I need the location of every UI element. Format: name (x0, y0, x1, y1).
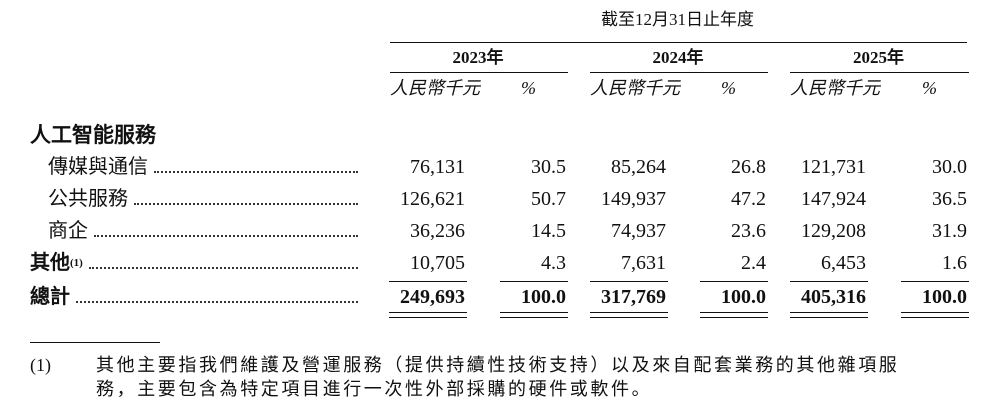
rule (790, 317, 868, 318)
rule (901, 281, 969, 282)
leader (154, 171, 358, 173)
unit-header: 人民幣千元 (390, 78, 480, 98)
rule (590, 312, 668, 313)
period-header: 截至12月31日止年度 (601, 10, 754, 29)
rule (390, 42, 967, 43)
rule (389, 281, 467, 282)
cell: 2.4 (741, 252, 766, 274)
cell: 47.2 (731, 188, 766, 210)
leader (134, 203, 358, 205)
rule (590, 317, 668, 318)
cell: 74,937 (611, 220, 666, 242)
leader (76, 301, 358, 303)
unit-header: 人民幣千元 (590, 78, 680, 98)
cell: 10,705 (410, 252, 465, 274)
rule (500, 317, 568, 318)
rule (700, 312, 768, 313)
cell: 129,208 (801, 220, 866, 242)
unit-header: % (721, 78, 736, 98)
label-text: 總計 (30, 286, 70, 308)
cell: 85,264 (611, 156, 666, 178)
rule (790, 312, 868, 313)
unit-header: % (922, 78, 937, 98)
total-cell: 249,693 (400, 286, 465, 308)
cell: 76,131 (410, 156, 465, 178)
leader (88, 267, 358, 269)
row-label: 傳媒與通信 (48, 155, 358, 179)
rule (901, 312, 969, 313)
rule (390, 72, 568, 73)
cell: 31.9 (932, 220, 967, 242)
cell: 126,621 (400, 188, 465, 210)
rule (389, 317, 467, 318)
cell: 147,924 (801, 188, 866, 210)
cell: 50.7 (531, 188, 566, 210)
year-header: 2023年 (452, 48, 504, 67)
cell: 36.5 (932, 188, 967, 210)
total-cell: 405,316 (801, 286, 866, 308)
cell: 1.6 (942, 252, 967, 274)
cell: 36,236 (410, 220, 465, 242)
label-text: 傳媒與通信 (48, 156, 148, 178)
total-cell: 100.0 (922, 286, 967, 308)
total-cell: 100.0 (521, 286, 566, 308)
footnote-marker: (1) (30, 355, 51, 375)
footnote-text: 務，主要包含為特定項目進行一次性外部採購的硬件或軟件。 (96, 379, 653, 399)
rule (500, 281, 568, 282)
total-cell: 317,769 (601, 286, 666, 308)
label-text: 公共服務 (48, 188, 128, 210)
year-header: 2024年 (652, 48, 704, 67)
cell: 30.0 (932, 156, 967, 178)
rule (700, 281, 768, 282)
row-label: 總計 (30, 285, 358, 309)
cell: 30.5 (531, 156, 566, 178)
unit-header: 人民幣千元 (790, 78, 880, 98)
cell: 121,731 (801, 156, 866, 178)
footnote-text: 其他主要指我們維護及營運服務（提供持續性技術支持）以及來自配套業務的其他雜項服 (96, 355, 900, 375)
label-text: 商企 (48, 220, 88, 242)
cell: 6,453 (821, 252, 866, 274)
rule (590, 281, 668, 282)
rule (389, 312, 467, 313)
rule (790, 72, 969, 73)
cell: 149,937 (601, 188, 666, 210)
row-label: 公共服務 (48, 187, 358, 211)
row-label: 其他 (1) (30, 251, 358, 275)
leader (94, 235, 358, 237)
cell: 26.8 (731, 156, 766, 178)
row-label: 商企 (48, 219, 358, 243)
note-ref: (1) (70, 257, 83, 269)
rule (590, 72, 768, 73)
total-cell: 100.0 (721, 286, 766, 308)
cell: 7,631 (621, 252, 666, 274)
rule (790, 281, 868, 282)
unit-header: % (521, 78, 536, 98)
rule (500, 312, 568, 313)
cell: 23.6 (731, 220, 766, 242)
label-text: 其他 (30, 252, 70, 274)
cell: 4.3 (541, 252, 566, 274)
rule (700, 317, 768, 318)
rule (901, 317, 969, 318)
footnote-rule (30, 342, 160, 343)
section-label: 人工智能服務 (30, 123, 156, 147)
year-header: 2025年 (853, 48, 904, 67)
cell: 14.5 (531, 220, 566, 242)
